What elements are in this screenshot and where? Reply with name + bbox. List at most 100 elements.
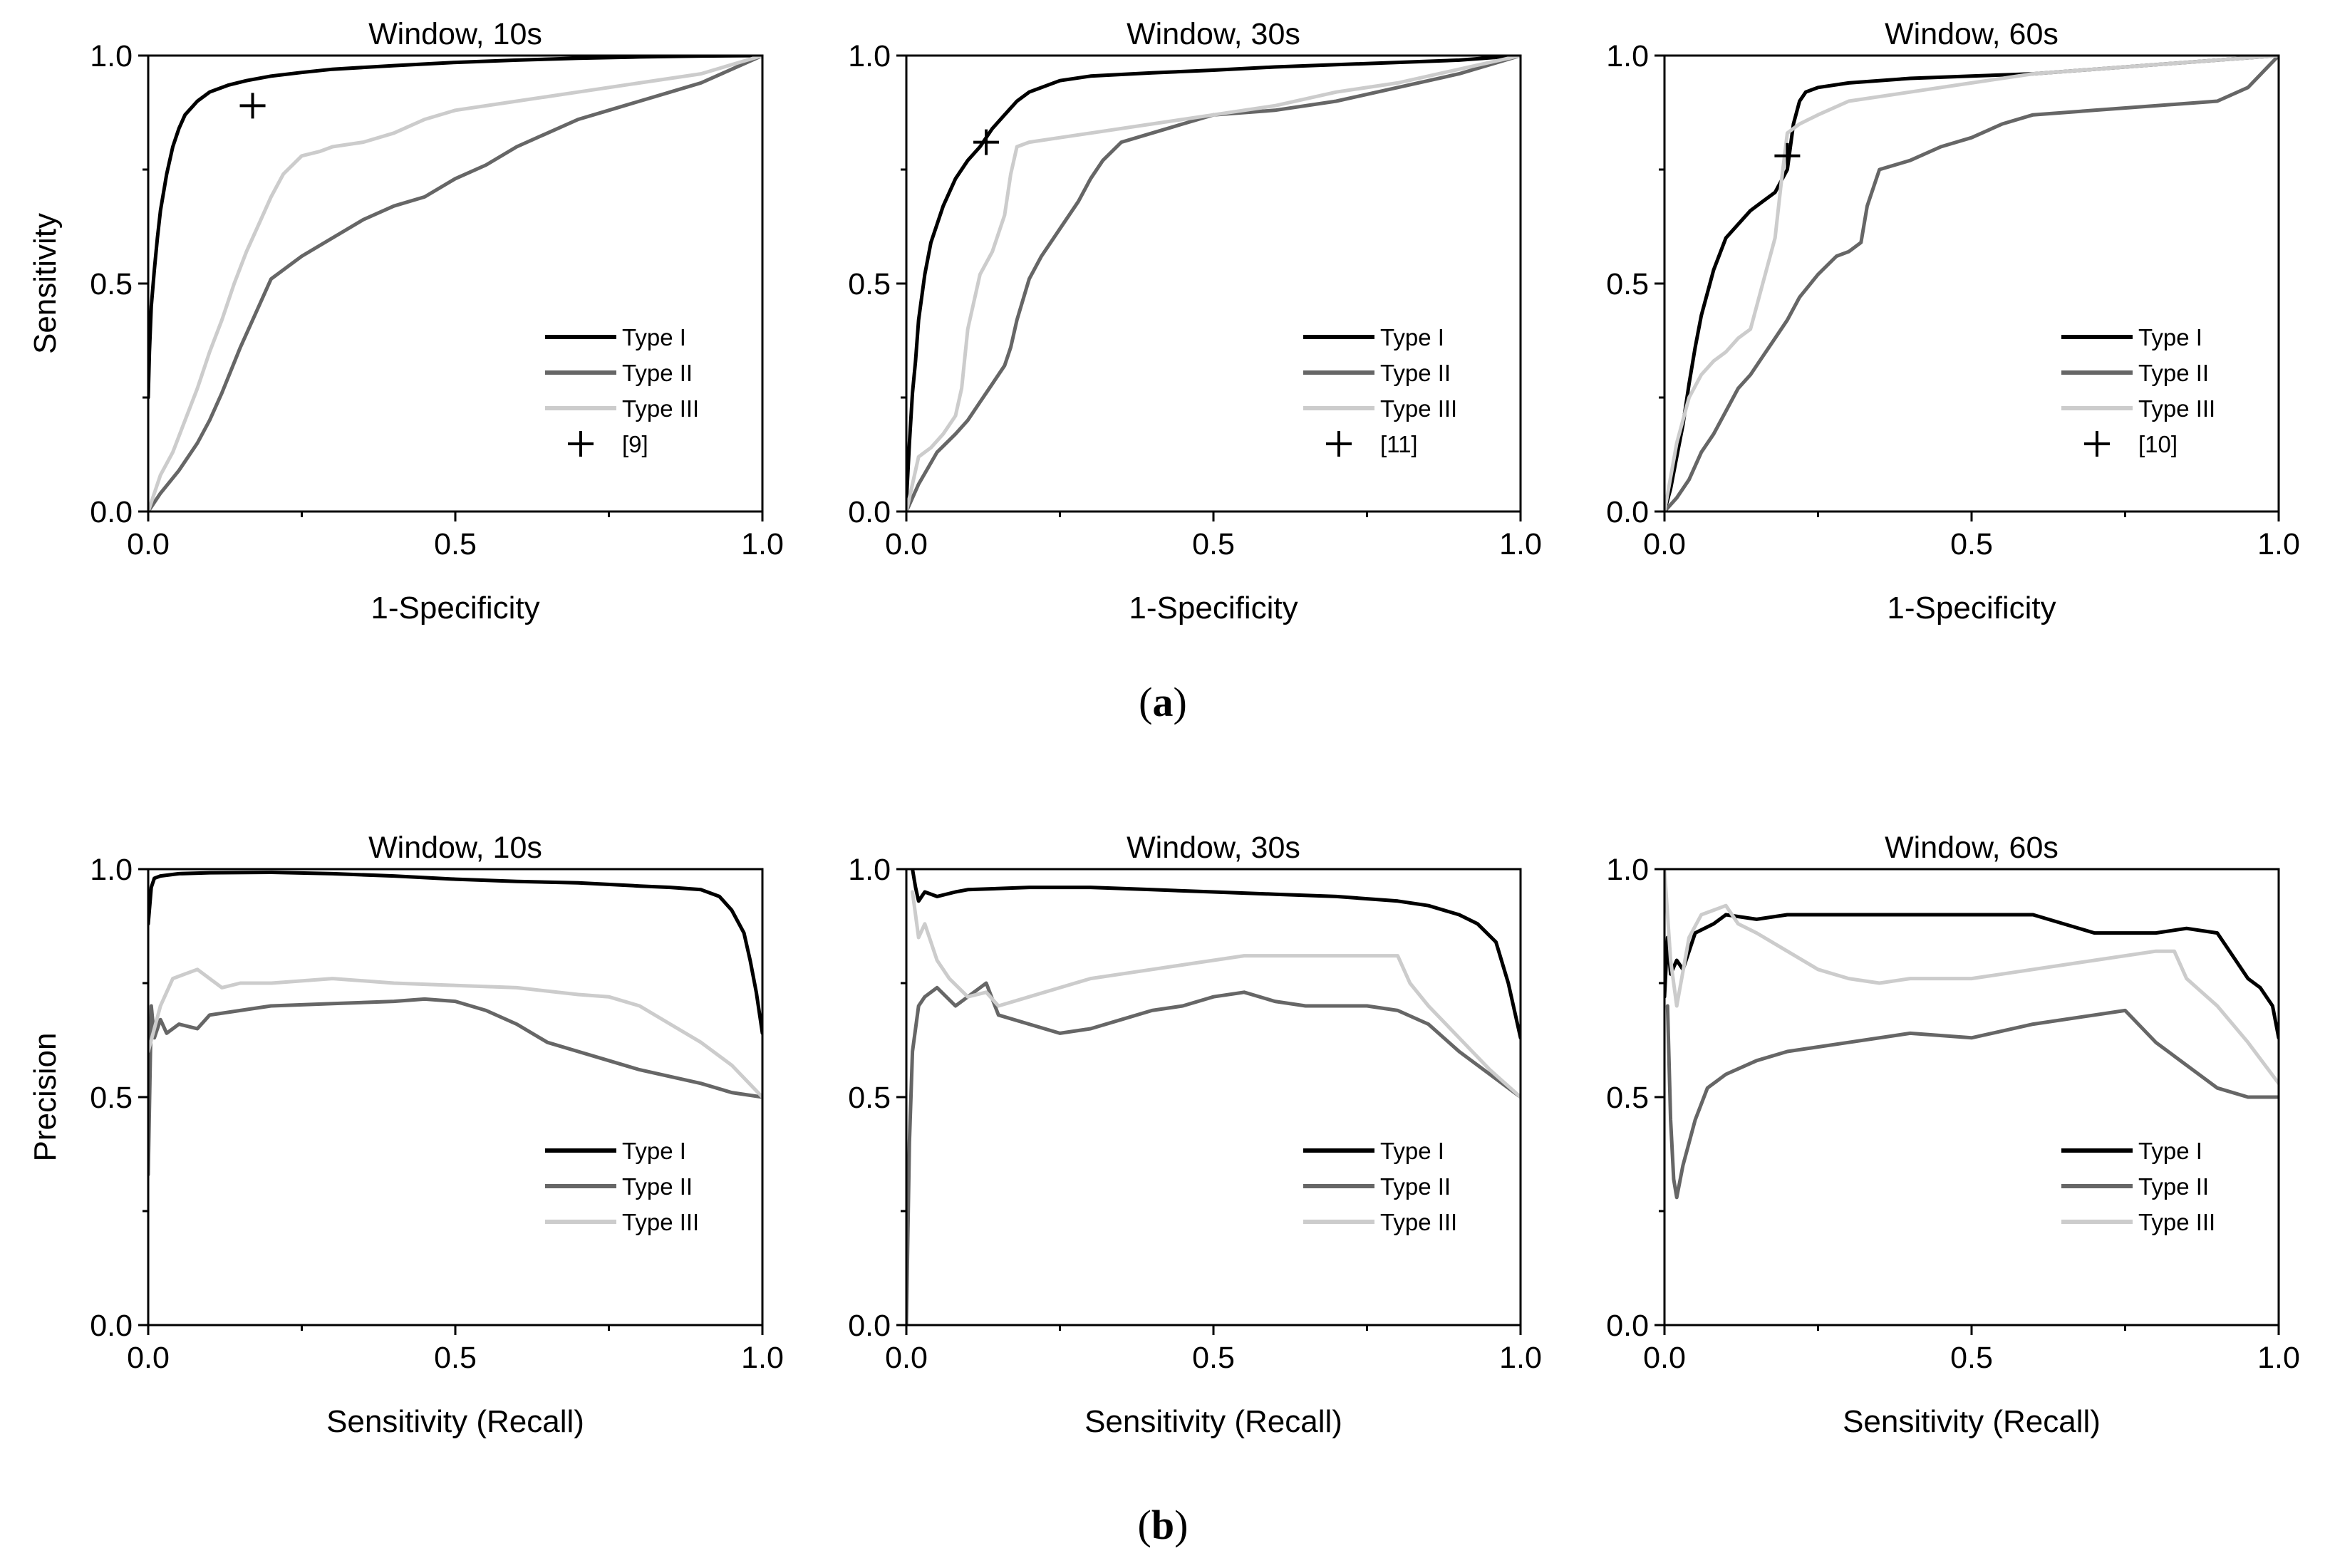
x-tick-label: 0.0 xyxy=(885,1341,928,1375)
y-tick-label: 0.0 xyxy=(1606,1309,1649,1343)
y-tick-label: 0.5 xyxy=(90,267,133,301)
x-tick-label: 0.5 xyxy=(1950,1341,1993,1375)
legend-label-2: Type II xyxy=(2138,1173,2209,1200)
series-line-1 xyxy=(1664,56,2279,512)
series-line-2 xyxy=(906,981,1521,1325)
legend-label-1: Type I xyxy=(1380,1138,1444,1164)
x-tick-label: 0.5 xyxy=(434,1341,477,1375)
chart-roc-60s: Window, 60s 0.0 0.5 1.0 0.0 0.5 1.0 1-Specifici… xyxy=(1606,17,2300,625)
y-tick-label: 0.5 xyxy=(1606,1081,1649,1115)
y-tick-label: 0.5 xyxy=(848,267,891,301)
caption-a-letter: a xyxy=(1153,679,1174,725)
caption-b-letter: b xyxy=(1151,1502,1174,1548)
x-tick-label: 1.0 xyxy=(2257,527,2300,561)
series-group xyxy=(1664,869,2279,1200)
y-tick-label: 1.0 xyxy=(1606,853,1649,887)
x-axis-label: Sensitivity (Recall) xyxy=(326,1404,584,1439)
caption-b: (b) xyxy=(1138,1502,1189,1548)
series-line-1 xyxy=(148,56,762,400)
legend: Type I Type II Type III [11] xyxy=(1303,324,1457,457)
y-tick-label: 0.0 xyxy=(848,1309,891,1343)
legend-label-3: Type III xyxy=(1380,1209,1457,1235)
series-line-2 xyxy=(906,56,1521,512)
x-tick-label: 0.5 xyxy=(1192,1341,1235,1375)
x-axis-label: 1-Specificity xyxy=(1129,591,1298,625)
legend-label-3: Type III xyxy=(2138,1209,2215,1235)
legend-label-3: Type III xyxy=(622,395,699,422)
y-tick-label: 0.0 xyxy=(90,1309,133,1343)
x-tick-label: 1.0 xyxy=(1499,527,1542,561)
series-group xyxy=(148,871,762,1177)
legend-label-1: Type I xyxy=(1380,324,1444,351)
x-axis-label: 1-Specificity xyxy=(371,591,539,625)
series-line-2 xyxy=(1664,56,2279,512)
y-tick-label: 0.0 xyxy=(848,495,891,529)
legend: Type I Type II Type III [10] xyxy=(2061,324,2215,457)
chart-title: Window, 30s xyxy=(1127,17,1300,51)
x-axis-label: 1-Specificity xyxy=(1887,591,2056,625)
y-axis-label: Sensitivity xyxy=(28,213,63,354)
series-line-3 xyxy=(148,967,762,1099)
reference-marker xyxy=(973,129,1000,155)
chart-roc-10s: Window, 10s 0.0 0.5 1.0 0.0 0.5 1.0 1-Specifici… xyxy=(28,17,784,625)
x-tick-label: 0.0 xyxy=(1643,1341,1686,1375)
chart-pr-60s: Window, 60s 0.0 0.5 1.0 0.0 0.5 1.0 Sensitivity… xyxy=(1606,831,2300,1439)
legend-label-2: Type II xyxy=(2138,360,2209,386)
x-tick-label: 0.0 xyxy=(127,527,170,561)
legend-label-2: Type II xyxy=(622,1173,693,1200)
plot-frame xyxy=(1663,54,2280,513)
legend-label-2: Type II xyxy=(1380,1173,1451,1200)
x-tick-label: 0.0 xyxy=(1643,527,1686,561)
y-tick-label: 1.0 xyxy=(90,853,133,887)
x-tick-label: 1.0 xyxy=(741,527,784,561)
x-tick-label: 1.0 xyxy=(1499,1341,1542,1375)
x-axis-label: Sensitivity (Recall) xyxy=(1084,1404,1342,1439)
series-line-1 xyxy=(1664,913,2279,1040)
y-axis-label: Precision xyxy=(28,1033,63,1162)
y-tick-label: 1.0 xyxy=(1606,39,1649,73)
series-group xyxy=(1664,56,2279,512)
series-line-2 xyxy=(148,56,762,512)
legend-label-2: Type II xyxy=(1380,360,1451,386)
series-line-2 xyxy=(148,997,762,1177)
legend-label-1: Type I xyxy=(2138,1138,2202,1164)
legend-label-1: Type I xyxy=(622,324,686,351)
y-tick-label: 1.0 xyxy=(848,853,891,887)
series-group xyxy=(148,56,762,512)
series-group xyxy=(906,56,1521,512)
legend-label-1: Type I xyxy=(2138,324,2202,351)
legend: Type I Type II Type III [9] xyxy=(545,324,699,457)
y-tick-label: 0.0 xyxy=(90,495,133,529)
series-line-3 xyxy=(148,56,762,512)
plot-frame xyxy=(905,868,1522,1326)
y-tick-label: 0.0 xyxy=(1606,495,1649,529)
series-line-3 xyxy=(911,890,1521,1099)
chart-pr-10s: Window, 10s 0.0 0.5 1.0 0.0 0.5 1.0 Sensitivity… xyxy=(28,831,784,1439)
chart-roc-30s: Window, 30s 0.0 0.5 1.0 0.0 0.5 1.0 1-Specifici… xyxy=(848,17,1542,625)
x-tick-label: 1.0 xyxy=(741,1341,784,1375)
y-tick-label: 0.5 xyxy=(1606,267,1649,301)
reference-marker xyxy=(239,93,266,119)
x-axis-label: Sensitivity (Recall) xyxy=(1843,1404,2101,1439)
legend: Type I Type II Type III xyxy=(545,1138,699,1235)
y-tick-label: 0.5 xyxy=(90,1081,133,1115)
x-tick-label: 0.5 xyxy=(1192,527,1235,561)
chart-title: Window, 10s xyxy=(368,831,542,865)
chart-title: Window, 60s xyxy=(1885,831,2059,865)
series-line-1 xyxy=(148,871,762,1035)
legend-label-reference: [9] xyxy=(622,431,648,457)
y-tick-label: 1.0 xyxy=(848,39,891,73)
series-line-1 xyxy=(906,56,1521,504)
y-tick-label: 0.5 xyxy=(848,1081,891,1115)
plot-frame xyxy=(1663,868,2280,1326)
legend-label-2: Type II xyxy=(622,360,693,386)
chart-pr-30s: Window, 30s 0.0 0.5 1.0 0.0 0.5 1.0 Sensitivity… xyxy=(848,831,1542,1439)
x-tick-label: 1.0 xyxy=(2257,1341,2300,1375)
chart-title: Window, 60s xyxy=(1885,17,2059,51)
series-line-2 xyxy=(1665,1004,2279,1200)
legend-label-reference: [10] xyxy=(2138,431,2178,457)
legend-label-1: Type I xyxy=(622,1138,686,1164)
series-line-3 xyxy=(1664,56,2279,512)
legend-label-3: Type III xyxy=(622,1209,699,1235)
